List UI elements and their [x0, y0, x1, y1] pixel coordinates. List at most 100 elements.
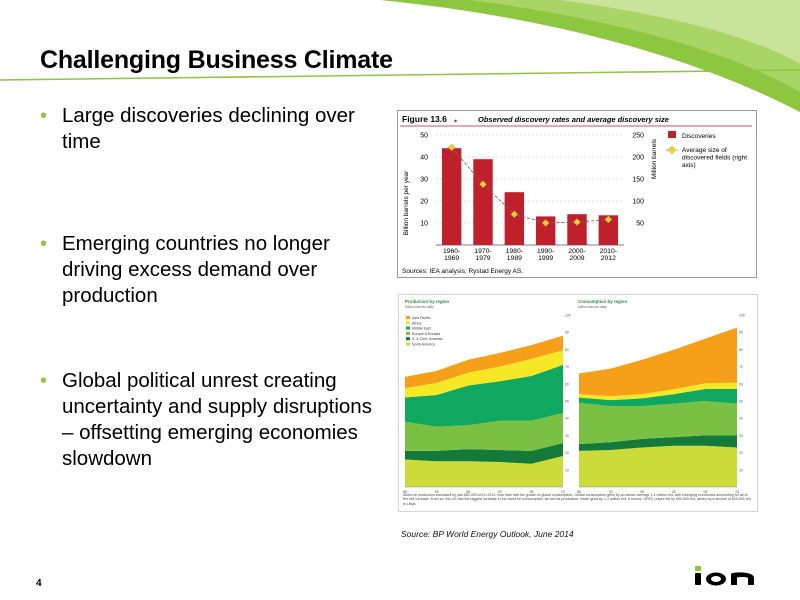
- logo-o-inner: [711, 576, 721, 582]
- tick-label: 40: [565, 417, 569, 421]
- production-units: Million barrels daily: [405, 305, 434, 309]
- bar-discoveries: [441, 148, 462, 245]
- ion-logo: [695, 566, 754, 586]
- legend-swatch-discoveries: [668, 131, 676, 138]
- avg-size-point: [604, 215, 613, 224]
- bullet-text: Emerging countries no longer driving exc…: [62, 232, 330, 307]
- tick-label: 90: [739, 331, 743, 335]
- consumption-title: Consumption by region: [578, 299, 628, 304]
- legend-avg-size: Average size of discovered fields (right a…: [682, 147, 747, 169]
- x-tick-label: 88: [403, 490, 407, 494]
- figure-sources: Sources: IEA analysis; Rystad Energy AS.: [402, 268, 523, 275]
- x-tick-label: 93: [609, 490, 613, 494]
- legend-discoveries: Discoveries: [682, 133, 716, 140]
- legend-entry: Africa: [412, 321, 421, 325]
- logo-n: [731, 572, 754, 585]
- right-tick-label: 250: [632, 133, 644, 140]
- bullet-item: • Large discoveries declining over time: [40, 103, 380, 155]
- area-africa: [579, 382, 737, 401]
- tick-label: 30: [565, 434, 569, 438]
- legend-swatch: [406, 337, 410, 341]
- category-label: 2012: [601, 255, 616, 262]
- source-note: Source: BP World Energy Outlook, June 20…: [401, 529, 574, 539]
- left-tick-label: 10: [420, 221, 428, 228]
- tick-label: 90: [565, 331, 569, 335]
- tick-label: 80: [565, 348, 569, 352]
- category-label: 1990-: [537, 248, 554, 255]
- avg-size-point: [541, 219, 550, 227]
- tick-label: 20: [565, 451, 569, 455]
- tick-label: 70: [739, 365, 743, 369]
- tick-label: 80: [739, 348, 743, 352]
- left-axis-label: Billion barrels per year: [403, 170, 410, 236]
- bar-discoveries: [598, 215, 619, 245]
- logo-dot: [695, 566, 701, 571]
- legend-swatch: [406, 316, 410, 319]
- area-middle-east: [579, 388, 737, 407]
- bullet-dot-icon: •: [40, 105, 48, 127]
- x-tick-label: 08: [530, 490, 534, 494]
- bp-charts: Production by region Million barrels dai…: [403, 299, 751, 506]
- legend-entry: Europe & Eurasia: [412, 332, 440, 336]
- area-middle-east: [405, 364, 563, 427]
- tick-label: 10: [739, 468, 743, 472]
- x-tick-label: 08: [704, 490, 708, 494]
- bullet-dot-icon: •: [40, 233, 48, 255]
- x-tick-label: 03: [498, 490, 502, 494]
- x-tick-label: 13: [561, 490, 565, 494]
- category-label: 1999: [538, 255, 553, 262]
- area-africa: [405, 350, 563, 398]
- discovery-chart: Figure 13.6 ◆ Observed discovery rates a…: [400, 114, 752, 275]
- left-tick-label: 30: [420, 177, 428, 184]
- right-tick-label: 50: [636, 221, 644, 228]
- bar-discoveries: [504, 192, 525, 245]
- category-label: 1989: [507, 255, 522, 262]
- slide-title: Challenging Business Climate: [40, 46, 393, 74]
- production-title: Production by region: [405, 299, 449, 304]
- bullet-item: • Global political unrest creating uncer…: [40, 368, 380, 472]
- category-label: 2000-: [568, 248, 585, 255]
- left-tick-label: 50: [420, 133, 428, 140]
- tick-label: 40: [739, 417, 743, 421]
- category-label: 1980-: [506, 248, 523, 255]
- bar-discoveries: [473, 159, 493, 245]
- right-tick-label: 200: [632, 155, 644, 162]
- legend-swatch: [406, 326, 410, 330]
- bar-discoveries: [535, 216, 556, 245]
- tick-label: 20: [739, 451, 743, 455]
- avg-size-line: [451, 147, 609, 224]
- bullet-text: Global political unrest creating uncerta…: [62, 369, 372, 470]
- bp-caption: World oil production increased by just 5…: [403, 493, 751, 506]
- legend-entry: North America: [412, 343, 435, 347]
- right-axis-label: Million barrels: [651, 138, 658, 179]
- discovery-figure: Figure 13.6 ◆ Observed discovery rates a…: [397, 110, 757, 278]
- x-tick-label: 93: [435, 490, 439, 494]
- area-north-america: [405, 456, 563, 487]
- area-europe-eurasia: [579, 401, 737, 444]
- category-label: 1969: [444, 255, 459, 262]
- page-number: 4: [36, 578, 42, 589]
- figure-label-diamond-icon: ◆: [454, 118, 458, 123]
- consumption-units: Million barrels daily: [578, 305, 607, 309]
- category-label: 1970-: [474, 248, 491, 255]
- legend-entry: S. & Cent. America: [412, 337, 442, 341]
- discovery-plot: 1020304050501001502002501960-19691970-19…: [420, 133, 644, 263]
- figure-label: Figure 13.6: [402, 114, 447, 124]
- right-tick-label: 150: [632, 177, 644, 184]
- swoosh-shape-pale: [560, 0, 800, 64]
- category-label: 2009: [569, 255, 584, 262]
- avg-size-point: [447, 143, 456, 152]
- x-tick-label: 88: [577, 490, 581, 494]
- legend-diamond-icon: [667, 145, 677, 155]
- legend-swatch: [406, 342, 410, 346]
- bp-caption-box: World oil production increased by just 5…: [403, 493, 751, 506]
- tick-label: 30: [739, 434, 743, 438]
- tick-label: 100: [565, 314, 571, 318]
- bullet-item: • Emerging countries no longer driving e…: [40, 231, 380, 309]
- area-asia-pacific: [579, 327, 737, 397]
- tick-label: 10: [565, 468, 569, 472]
- header-swoosh: [0, 0, 800, 112]
- tick-label: 60: [565, 382, 569, 386]
- avg-size-point: [479, 180, 487, 189]
